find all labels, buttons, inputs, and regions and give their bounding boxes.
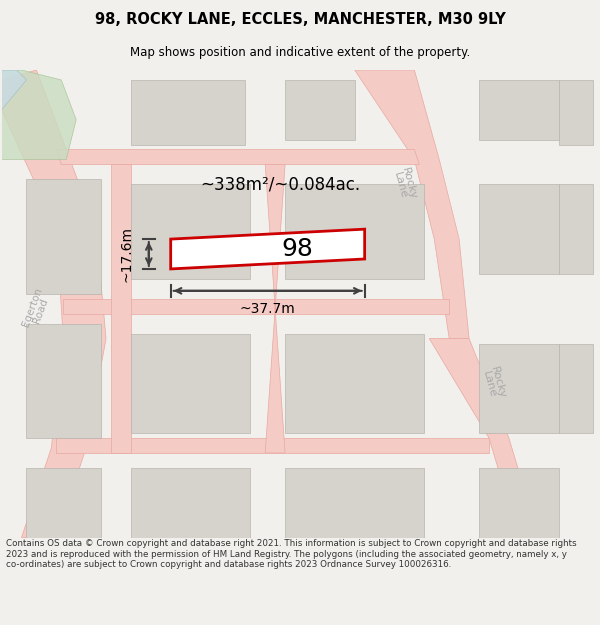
Bar: [479, 80, 559, 139]
Text: Contains OS data © Crown copyright and database right 2021. This information is : Contains OS data © Crown copyright and d…: [6, 539, 577, 569]
Bar: [131, 468, 250, 538]
Bar: [26, 324, 101, 438]
Polygon shape: [2, 70, 106, 538]
Text: Rocky
Lane: Rocky Lane: [391, 166, 418, 202]
Bar: [285, 184, 424, 279]
Bar: [559, 80, 593, 144]
Text: ~338m²/~0.084ac.: ~338m²/~0.084ac.: [200, 176, 360, 193]
Polygon shape: [430, 339, 539, 538]
Bar: [559, 344, 593, 433]
Text: 98, ROCKY LANE, ECCLES, MANCHESTER, M30 9LY: 98, ROCKY LANE, ECCLES, MANCHESTER, M30 …: [95, 12, 505, 27]
Polygon shape: [56, 149, 419, 164]
Bar: [26, 468, 101, 538]
Bar: [285, 334, 424, 433]
Text: ~37.7m: ~37.7m: [240, 302, 296, 316]
Polygon shape: [265, 164, 285, 453]
Bar: [131, 184, 250, 279]
Polygon shape: [56, 438, 489, 453]
Text: Rocky
Lane: Rocky Lane: [481, 365, 508, 402]
Polygon shape: [2, 70, 26, 110]
Bar: [285, 80, 355, 139]
Bar: [285, 468, 424, 538]
Bar: [559, 184, 593, 274]
Bar: [131, 334, 250, 433]
Bar: [479, 344, 559, 433]
Text: Map shows position and indicative extent of the property.: Map shows position and indicative extent…: [130, 46, 470, 59]
Polygon shape: [2, 70, 76, 159]
Bar: [479, 184, 559, 274]
Polygon shape: [355, 70, 469, 339]
Bar: [26, 179, 101, 294]
Bar: [479, 468, 559, 538]
Polygon shape: [63, 299, 449, 314]
Polygon shape: [170, 229, 365, 269]
Text: 98: 98: [281, 237, 313, 261]
Text: ~17.6m: ~17.6m: [120, 226, 134, 282]
Text: Egerton
Road: Egerton Road: [20, 286, 52, 331]
Polygon shape: [111, 164, 131, 453]
Bar: [131, 80, 245, 144]
